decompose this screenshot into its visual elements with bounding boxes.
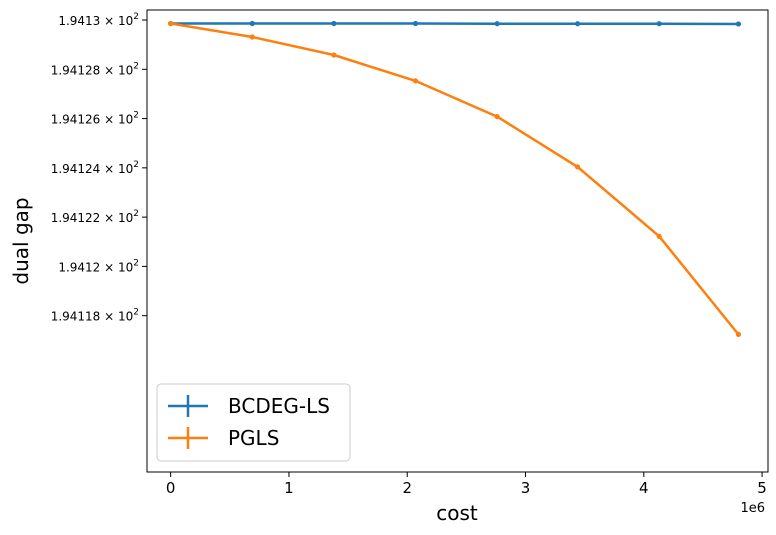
data-point-pgls [249,34,255,40]
data-point-pgls [735,331,742,338]
data-point-bcdeg-ls [412,20,419,27]
series-layer [168,20,742,338]
y-tick-label: 1.9413 × 102 [58,12,139,28]
y-tick-label: 1.94126 × 102 [51,111,139,127]
data-point-pgls [412,78,419,84]
legend: BCDEG-LS PGLS [156,383,351,462]
series-line-bcdeg-ls [170,22,739,26]
series-line-pgls [170,22,740,336]
y-tick-label: 1.94118 × 102 [51,308,139,324]
x-tick-label: 2 [402,479,412,497]
plot-area [146,9,769,473]
y-tick-label: 1.94124 × 102 [51,160,139,176]
legend-box [156,383,351,462]
data-point-pgls [656,233,662,239]
x-tick-label: 5 [757,479,767,497]
x-tick-label: 1 [284,479,294,497]
data-point-bcdeg-ls [574,21,581,27]
plot-frame [146,9,769,473]
x-axis: 0 1 2 3 4 5 [166,472,767,497]
data-point-bcdeg-ls [249,20,255,27]
x-tick-label: 3 [521,479,531,497]
y-tick-label: 1.9412 × 102 [58,258,139,274]
data-point-bcdeg-ls [331,20,337,27]
y-axis-label: dual gap [9,197,33,284]
data-point-bcdeg-ls [656,21,662,27]
x-tick-label: 0 [166,479,176,497]
legend-label-bcdeg-ls: BCDEG-LS [228,394,330,418]
y-axis: 1.94118 × 102 1.9412 × 102 1.94122 × 102 1.… [51,12,147,324]
data-point-pgls [494,114,500,120]
data-point-bcdeg-ls [494,21,500,27]
data-point-pgls [574,164,581,170]
x-axis-label: cost [436,501,478,525]
data-point-bcdeg-ls [735,21,742,27]
legend-label-pgls: PGLS [228,426,279,450]
x-tick-label: 4 [639,479,649,497]
y-tick-label: 1.94128 × 102 [51,61,139,77]
x-offset-label: 1e6 [740,501,765,516]
data-point-pgls [331,52,337,58]
data-point-pgls [168,20,174,27]
y-tick-label: 1.94122 × 102 [51,209,139,225]
